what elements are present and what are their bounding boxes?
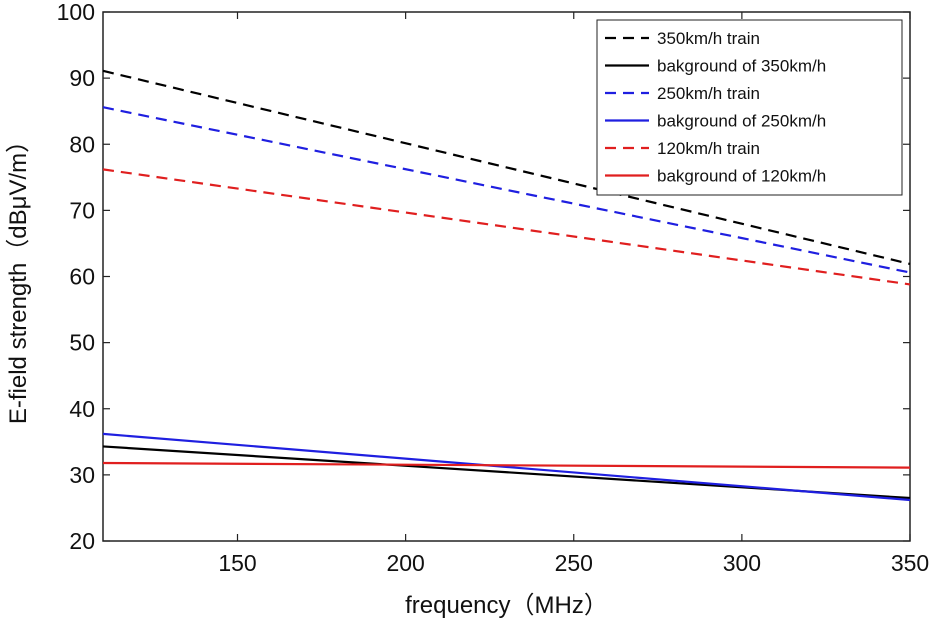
y-axis-label: E-field strength（dBμV/m）: [5, 129, 32, 424]
x-tick-label: 300: [723, 550, 761, 576]
x-tick-label: 250: [555, 550, 593, 576]
y-tick-label: 60: [69, 264, 95, 290]
legend-label: 120km/h train: [657, 139, 760, 158]
x-axis-label: frequency（MHz）: [405, 592, 608, 619]
y-tick-label: 100: [57, 0, 95, 25]
series-layer: [102, 69, 911, 502]
series-line-5: [102, 461, 911, 469]
y-tick-label: 30: [69, 462, 95, 488]
legend-label: bakground of 120km/h: [657, 167, 826, 186]
y-tick-label: 20: [69, 528, 95, 554]
series-line-0: [102, 69, 911, 266]
y-tick-label: 40: [69, 396, 95, 422]
legend-label: 350km/h train: [657, 29, 760, 48]
series-line-2: [102, 106, 911, 274]
x-tick-label: 200: [386, 550, 424, 576]
legend-label: 250km/h train: [657, 84, 760, 103]
y-axis: 20 30 40 50 60 70 80 90 100: [57, 0, 910, 554]
series-line-3: [102, 432, 911, 502]
x-tick-label: 150: [218, 550, 256, 576]
y-tick-label: 70: [69, 197, 95, 223]
legend-label: bakground of 250km/h: [657, 112, 826, 131]
y-tick-label: 90: [69, 65, 95, 91]
y-tick-label: 80: [69, 131, 95, 157]
legend-label: bakground of 350km/h: [657, 57, 826, 76]
y-tick-label: 50: [69, 330, 95, 356]
series-line-4: [102, 168, 911, 286]
x-tick-label: 350: [891, 550, 929, 576]
legend: 350km/h train bakground of 350km/h 250km/h…: [596, 19, 903, 196]
x-axis: 150 200 250 300 350: [218, 12, 929, 576]
legend-box: [596, 19, 903, 196]
